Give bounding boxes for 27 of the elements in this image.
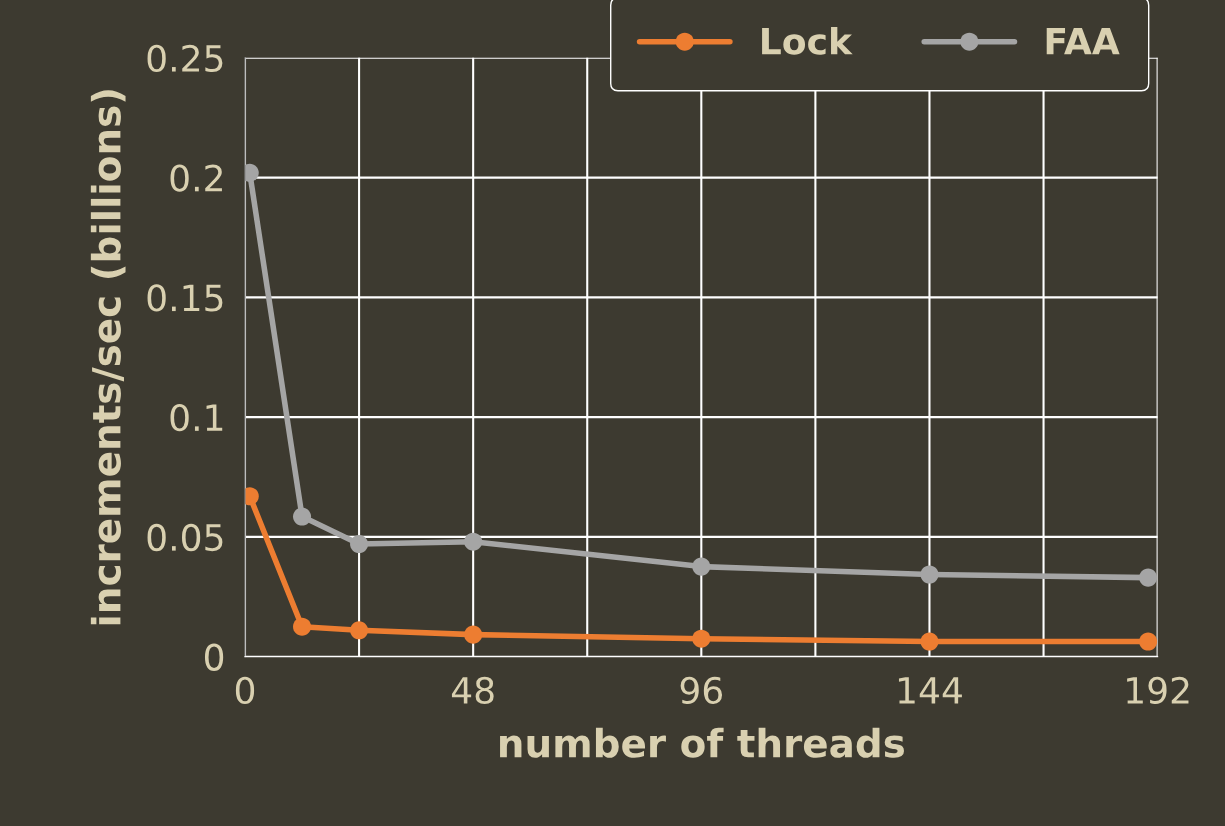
y-axis-title: increments/sec (billions) xyxy=(90,90,126,625)
x-axis-title: number of threads xyxy=(500,727,904,758)
point xyxy=(920,632,939,651)
point xyxy=(464,625,483,644)
legend-label: FAA xyxy=(1046,28,1120,55)
point xyxy=(350,621,369,640)
point xyxy=(692,629,711,648)
x-tick-label: 192 xyxy=(1127,676,1189,705)
point xyxy=(293,507,312,526)
point xyxy=(692,557,711,576)
point xyxy=(464,532,483,551)
y-tick-label: 0.15 xyxy=(147,284,223,312)
x-tick-label: 48 xyxy=(451,676,494,705)
y-tick-label: 0.2 xyxy=(170,164,222,192)
x-tick-label: 96 xyxy=(680,676,723,705)
point xyxy=(1139,568,1158,587)
y-tick-label: 0 xyxy=(204,643,224,671)
y-tick-label: 0.05 xyxy=(147,523,223,552)
y-tick-label: 0.25 xyxy=(147,44,223,73)
point xyxy=(920,565,939,584)
point xyxy=(1139,632,1158,651)
x-tick-label: 144 xyxy=(898,677,962,704)
point xyxy=(350,535,369,554)
legend-label: Lock xyxy=(762,26,853,55)
x-tick-label: 0 xyxy=(235,676,255,705)
y-tick-label: 0.1 xyxy=(170,404,223,432)
point xyxy=(293,617,312,636)
